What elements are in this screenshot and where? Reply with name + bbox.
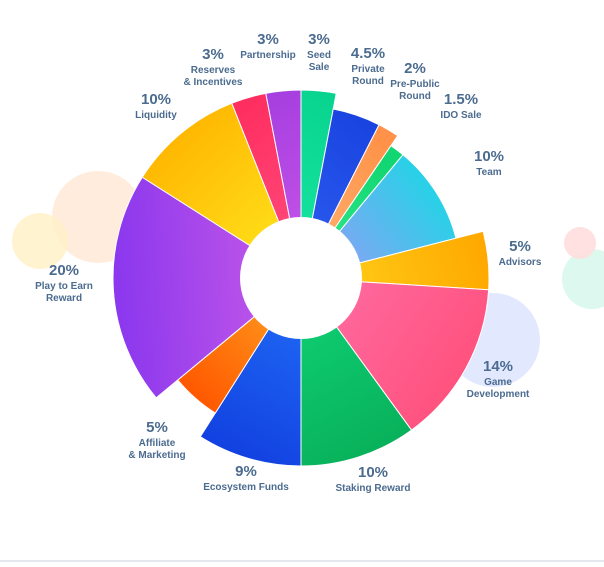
slice-label-team: Team xyxy=(476,167,501,178)
bubble-right-mint xyxy=(562,249,604,309)
slice-label-private: Private xyxy=(351,64,385,75)
slice-percent-ecosystem: 9% xyxy=(235,463,257,480)
slice-label-liquidity: Liquidity xyxy=(135,110,177,121)
bubble-left-small xyxy=(12,213,68,269)
slice-percent-seed: 3% xyxy=(308,31,330,48)
slice-label-playtoearn: Play to Earn xyxy=(35,281,93,292)
slice-percent-partnership: 3% xyxy=(257,31,279,48)
slice-label-seed: Sale xyxy=(309,62,330,73)
slice-percent-game: 14% xyxy=(483,358,513,375)
slice-playtoearn xyxy=(112,176,302,399)
slice-percent-prepublic: 2% xyxy=(404,60,426,77)
slice-label-advisors: Advisors xyxy=(499,257,542,268)
slice-percent-ido: 1.5% xyxy=(444,91,478,108)
slice-label-reserves: Reserves xyxy=(191,65,236,76)
slice-label-prepublic: Pre-Public xyxy=(390,79,440,90)
slice-label-ecosystem: Ecosystem Funds xyxy=(203,482,289,493)
donut-hole xyxy=(240,217,362,339)
slice-label-ido: IDO Sale xyxy=(440,110,482,121)
slice-label-playtoearn: Reward xyxy=(46,293,82,304)
slice-labels: 3%SeedSale4.5%PrivateRound2%Pre-PublicRo… xyxy=(35,31,542,494)
slice-label-partnership: Partnership xyxy=(240,50,296,61)
slice-percent-liquidity: 10% xyxy=(141,91,171,108)
slice-label-game: Development xyxy=(467,389,530,400)
bottom-divider xyxy=(0,560,604,562)
slice-percent-affiliate: 5% xyxy=(146,419,168,436)
slice-label-private: Round xyxy=(352,76,384,87)
slice-percent-private: 4.5% xyxy=(351,45,385,62)
slice-label-affiliate: & Marketing xyxy=(128,450,185,461)
slice-percent-staking: 10% xyxy=(358,464,388,481)
slice-label-prepublic: Round xyxy=(399,91,431,102)
slice-label-affiliate: Affiliate xyxy=(139,438,176,449)
slice-percent-advisors: 5% xyxy=(509,238,531,255)
slice-label-staking: Staking Reward xyxy=(335,483,410,494)
slice-label-reserves: & Incentives xyxy=(184,77,243,88)
slice-percent-team: 10% xyxy=(474,148,504,165)
bubble-right-pink xyxy=(564,227,596,259)
slice-label-game: Game xyxy=(484,377,512,388)
slice-percent-reserves: 3% xyxy=(202,46,224,63)
slice-label-seed: Seed xyxy=(307,50,331,61)
slice-percent-playtoearn: 20% xyxy=(49,262,79,279)
